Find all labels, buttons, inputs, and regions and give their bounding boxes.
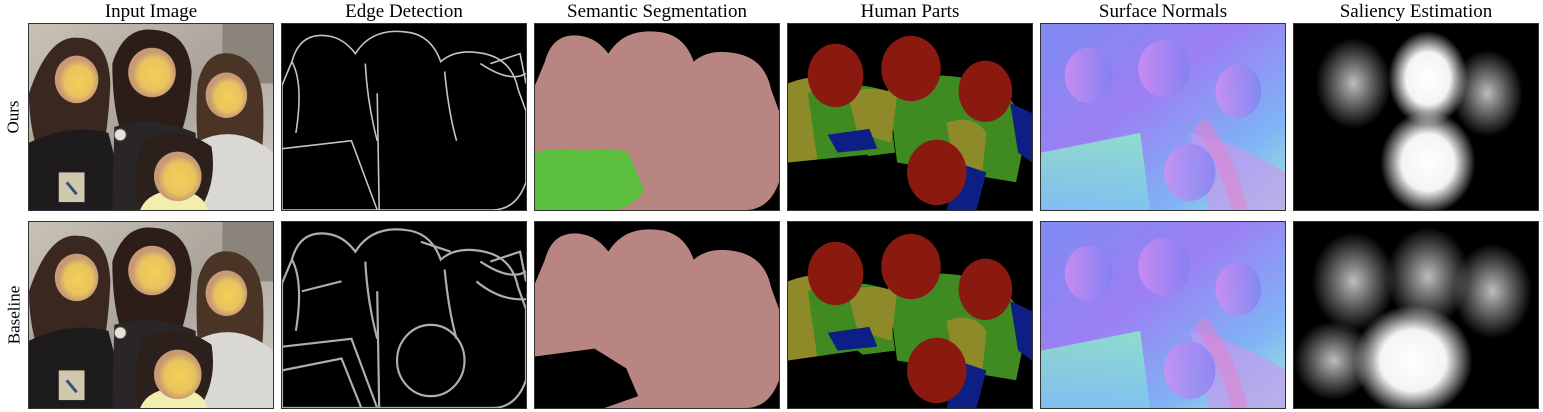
panel-baseline-parts: [787, 221, 1033, 409]
panel-baseline-input: [28, 221, 274, 409]
panel-baseline-saliency: [1293, 221, 1539, 409]
panel-image: [788, 222, 1032, 408]
panel-image: [29, 24, 273, 210]
panel-ours-normals: [1040, 23, 1286, 211]
column-header-human-parts: Human Parts: [860, 1, 960, 22]
column-header-saliency-estimation: Saliency Estimation: [1339, 1, 1493, 22]
column-header-input-image: Input Image: [104, 1, 198, 22]
panel-ours-input: [28, 23, 274, 211]
panel-image: [1294, 222, 1538, 408]
panel-image: [535, 24, 779, 210]
row-label-ours-text: Ours: [4, 100, 23, 134]
panel-ours-saliency: [1293, 23, 1539, 211]
column-header-edge-detection: Edge Detection: [345, 1, 463, 22]
panel-image: [1041, 222, 1285, 408]
panel-ours-edge: [281, 23, 527, 211]
panel-image: [788, 24, 1032, 210]
panel-baseline-normals: [1040, 221, 1286, 409]
panel-image: [282, 24, 526, 210]
panel-ours-parts: [787, 23, 1033, 211]
panel-image: [282, 222, 526, 408]
panel-image: [29, 222, 273, 408]
panel-baseline-edge: [281, 221, 527, 409]
row-label-baseline-text: Baseline: [4, 285, 24, 345]
row-label-ours: Ours: [0, 23, 28, 211]
panel-image: [1041, 24, 1285, 210]
panel-ours-semseg: [534, 23, 780, 211]
panel-image: [1294, 24, 1538, 210]
row-label-baseline: Baseline: [0, 221, 28, 409]
panel-image: [535, 222, 779, 408]
panel-baseline-semseg: [534, 221, 780, 409]
column-header-semantic-segmentation: Semantic Segmentation: [567, 1, 747, 22]
column-header-surface-normals: Surface Normals: [1098, 1, 1228, 22]
